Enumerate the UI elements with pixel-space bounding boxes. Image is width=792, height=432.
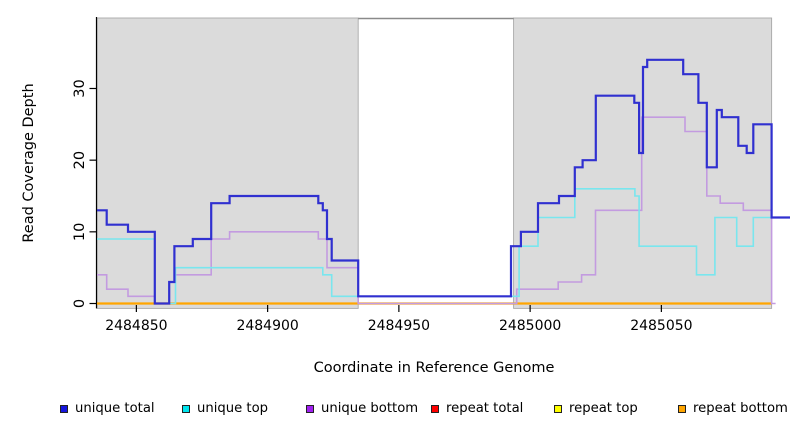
y-tick-label: 20: [72, 151, 88, 169]
x-axis-title: Coordinate in Reference Genome: [313, 360, 555, 376]
legend-item-unique-top: unique top: [182, 401, 268, 416]
y-axis-title: Read Coverage Depth: [21, 83, 37, 243]
legend-swatch-repeat-total: [431, 404, 439, 413]
series-unique-top: [97, 188, 790, 305]
legend-label: repeat bottom: [693, 401, 788, 416]
legend-swatch-unique-total: [60, 404, 68, 413]
shaded-region: [513, 17, 773, 309]
legend-item-repeat-top: repeat top: [554, 401, 638, 416]
x-tick-label: 2485000: [499, 318, 561, 334]
shaded-region: [96, 17, 359, 309]
legend-item-repeat-bottom: repeat bottom: [678, 401, 788, 416]
legend-label: unique top: [197, 401, 269, 416]
legend-swatch-unique-bottom: [306, 404, 314, 413]
legend-swatch-repeat-bottom: [678, 404, 686, 413]
x-tick-label: 2485050: [630, 318, 692, 334]
x-tick-label: 2484950: [368, 318, 430, 334]
legend-swatch-unique-top: [182, 404, 190, 413]
y-tick-label: 30: [72, 79, 88, 97]
y-tick-label: 10: [72, 223, 88, 241]
legend-label: unique bottom: [321, 401, 419, 416]
series-unique-total: [97, 58, 790, 305]
y-tick-label: 0: [72, 299, 88, 308]
legend-item-unique-total: unique total: [60, 401, 155, 416]
legend-swatch-repeat-top: [554, 404, 562, 413]
legend-label: unique total: [75, 401, 155, 416]
legend-label: repeat top: [569, 401, 638, 416]
x-tick-label: 2484850: [105, 318, 167, 334]
legend-item-repeat-total: repeat total: [431, 401, 523, 416]
x-tick-label: 2484900: [236, 318, 298, 334]
legend-item-unique-bottom: unique bottom: [306, 401, 418, 416]
legend-label: repeat total: [446, 401, 524, 416]
